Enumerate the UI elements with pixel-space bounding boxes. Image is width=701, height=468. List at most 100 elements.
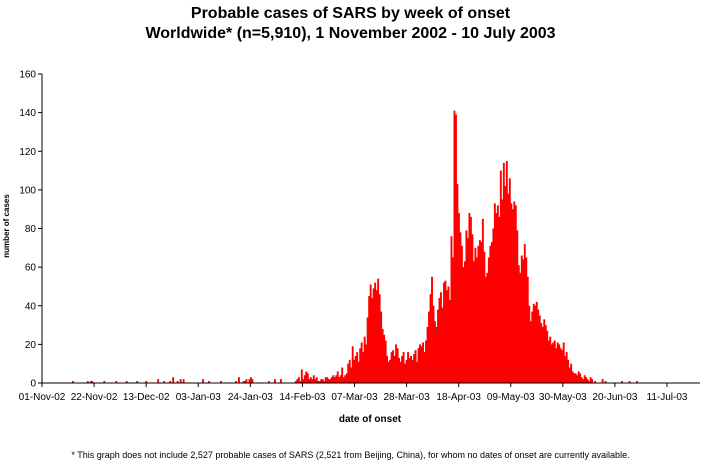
bar xyxy=(541,326,544,383)
bar xyxy=(529,321,532,383)
x-tick-label: 20-Jun-03 xyxy=(592,392,637,403)
bar xyxy=(332,375,335,383)
bar xyxy=(604,381,607,383)
bar xyxy=(294,381,297,383)
bar xyxy=(514,205,517,383)
y-tick-label: 140 xyxy=(19,108,36,119)
bar xyxy=(496,205,499,383)
bar xyxy=(546,330,549,383)
bar xyxy=(601,379,604,383)
bar xyxy=(353,359,356,383)
bar xyxy=(71,381,74,383)
bar xyxy=(522,259,525,383)
bar xyxy=(323,381,326,383)
bar xyxy=(561,350,564,383)
bar xyxy=(136,381,139,383)
bar xyxy=(329,379,332,383)
bar xyxy=(413,354,415,383)
x-axis-label: date of onset xyxy=(339,414,402,425)
bar xyxy=(410,355,413,383)
bar xyxy=(547,340,550,383)
bar xyxy=(450,236,453,383)
bar xyxy=(145,381,148,383)
bar xyxy=(273,379,276,383)
bar xyxy=(453,110,456,383)
bar xyxy=(368,296,371,383)
x-tick-label: 11-Jul-03 xyxy=(647,392,688,403)
bar xyxy=(296,379,299,383)
x-axis-ticks: 01-Nov-02 22-Nov-02 13-Dec-02 03-Jan-03 24-J… xyxy=(19,383,688,403)
bar xyxy=(308,379,311,383)
bar xyxy=(528,305,531,383)
x-tick-label: 13-Dec-02 xyxy=(123,392,170,403)
bar xyxy=(312,375,315,383)
bar xyxy=(238,377,240,383)
bar xyxy=(486,272,489,383)
y-tick-label: 40 xyxy=(25,301,37,312)
bar xyxy=(502,162,505,383)
bar xyxy=(401,355,404,383)
bar xyxy=(202,379,205,383)
bar xyxy=(321,379,324,383)
bar-series xyxy=(71,110,638,384)
bar xyxy=(526,276,529,383)
bar xyxy=(455,114,457,383)
bar xyxy=(511,209,514,383)
bar xyxy=(440,292,442,383)
bar xyxy=(468,213,471,383)
bar xyxy=(428,311,430,383)
bar xyxy=(504,186,507,383)
bar xyxy=(588,381,591,383)
bar xyxy=(586,379,589,383)
bar xyxy=(594,381,597,383)
bar xyxy=(392,350,395,383)
bar xyxy=(429,294,432,383)
bar xyxy=(558,344,561,384)
bar xyxy=(478,240,481,383)
bar xyxy=(408,357,411,383)
bar xyxy=(335,375,338,383)
x-tick-label: 28-Mar-03 xyxy=(384,392,431,403)
bar xyxy=(577,371,580,383)
bar xyxy=(318,381,321,383)
bar xyxy=(477,245,480,383)
bar xyxy=(399,361,402,383)
chart-subtitle: Worldwide* (n=5,910), 1 November 2002 - … xyxy=(145,25,556,42)
bar xyxy=(414,350,417,383)
bar xyxy=(348,359,351,383)
bar xyxy=(336,371,339,383)
bar xyxy=(423,352,426,383)
bar xyxy=(89,381,92,383)
x-tick-label: 09-May-03 xyxy=(487,392,535,403)
bar xyxy=(306,373,309,383)
bar xyxy=(390,352,393,383)
bar xyxy=(299,381,302,383)
bar xyxy=(466,238,469,383)
bar xyxy=(176,381,179,383)
bar xyxy=(544,325,547,383)
bar xyxy=(417,348,420,383)
bar xyxy=(163,381,166,383)
bar xyxy=(579,373,582,383)
bar xyxy=(354,355,357,383)
bar xyxy=(525,257,528,383)
bar xyxy=(447,286,450,383)
bar xyxy=(242,381,245,383)
bar xyxy=(543,319,546,383)
bar xyxy=(344,375,347,383)
bar xyxy=(324,377,327,383)
y-axis-ticks: 0 20 40 60 80 100 120 140 160 xyxy=(19,70,42,390)
y-tick-label: 100 xyxy=(19,185,36,196)
bar xyxy=(443,282,445,383)
bar xyxy=(404,363,407,383)
bar xyxy=(449,299,451,383)
bar xyxy=(517,265,520,383)
bar xyxy=(432,305,435,383)
bar xyxy=(510,203,513,383)
bar xyxy=(553,340,556,383)
bar xyxy=(535,301,538,383)
bar xyxy=(574,373,577,383)
bar xyxy=(444,280,447,383)
bar xyxy=(489,245,492,383)
y-tick-label: 120 xyxy=(19,147,36,158)
